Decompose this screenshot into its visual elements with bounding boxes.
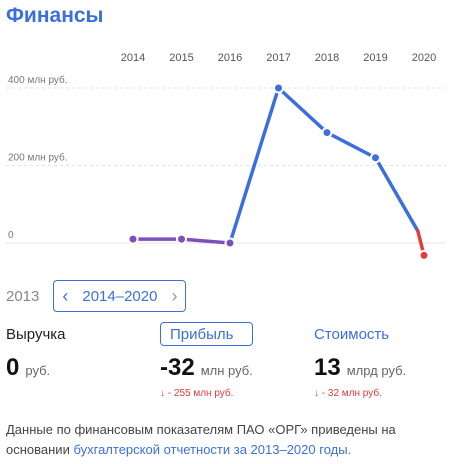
metric-value: Стоимость 13 млрд руб. ↓ - 32 млн руб. bbox=[314, 322, 406, 400]
x-tick-label: 2017 bbox=[266, 52, 290, 64]
y-tick-label: 400 млн руб. bbox=[8, 74, 68, 86]
finance-line-chart: 2014 2015 2016 2017 2018 2019 2020 400 млн руб.… bbox=[6, 52, 446, 261]
chevron-right-icon[interactable]: › bbox=[171, 286, 178, 306]
x-tick-label: 2020 bbox=[412, 52, 436, 64]
x-tick-label: 2016 bbox=[218, 52, 242, 64]
x-tick-label: 2018 bbox=[315, 52, 339, 64]
data-point bbox=[418, 249, 430, 261]
data-point bbox=[370, 152, 381, 164]
x-tick-label: 2014 bbox=[121, 52, 145, 64]
period-range-box: ‹ 2014–2020 › bbox=[53, 280, 187, 312]
accounting-report-link[interactable]: бухгалтерской отчетности за 2013–2020 го… bbox=[73, 442, 352, 457]
metric-profit-tab[interactable]: Прибыль bbox=[160, 322, 253, 346]
data-point bbox=[224, 237, 236, 249]
y-tick-label: 200 млн руб. bbox=[8, 152, 68, 164]
series-line-segment bbox=[179, 237, 232, 245]
period-selector: 2013 ‹ 2014–2020 › bbox=[6, 280, 187, 312]
metric-value-value-row: 13 млрд руб. bbox=[314, 354, 406, 382]
metric-profit-unit: млн руб. bbox=[200, 363, 253, 378]
metric-value-tab[interactable]: Стоимость bbox=[314, 325, 390, 343]
series-line-segment bbox=[276, 86, 329, 135]
data-point bbox=[321, 127, 333, 139]
series-line-segment bbox=[373, 156, 420, 233]
data-point bbox=[127, 233, 139, 245]
period-range-label: 2014–2020 bbox=[82, 287, 158, 305]
metric-revenue-unit: руб. bbox=[25, 363, 51, 378]
metric-revenue: Выручка 0 руб. bbox=[6, 322, 66, 382]
data-point bbox=[176, 233, 187, 245]
metric-profit: Прибыль -32 млн руб. ↓ - 255 млн руб. bbox=[160, 322, 253, 399]
chevron-left-icon[interactable]: ‹ bbox=[62, 286, 69, 306]
metric-profit-value: -32 bbox=[160, 354, 195, 381]
x-tick-label: 2019 bbox=[363, 52, 387, 64]
series-line-segment bbox=[325, 130, 378, 160]
metric-profit-delta: ↓ - 255 млн руб. bbox=[160, 388, 234, 399]
previous-year-link[interactable]: 2013 bbox=[6, 287, 40, 305]
y-tick-label: 0 bbox=[8, 230, 14, 241]
data-source-note: Данные по финансовым показателям ПАО «ОР… bbox=[6, 420, 446, 460]
section-title: Финансы bbox=[6, 4, 104, 27]
metric-revenue-value: 0 bbox=[6, 354, 20, 381]
metric-value-unit: млрд руб. bbox=[346, 363, 407, 378]
metric-value-delta: ↓ - 32 млн руб. bbox=[314, 388, 382, 399]
metric-value-value: 13 bbox=[314, 354, 341, 381]
metric-profit-value-row: -32 млн руб. bbox=[160, 354, 253, 382]
x-tick-label: 2015 bbox=[169, 52, 193, 64]
data-point bbox=[273, 82, 284, 94]
series-line-segment bbox=[228, 86, 281, 245]
metric-revenue-label: Выручка bbox=[6, 325, 66, 343]
metric-revenue-value-row: 0 руб. bbox=[6, 354, 66, 382]
data-source-text: Данные по финансовым показателям ПАО «ОР… bbox=[6, 422, 396, 457]
